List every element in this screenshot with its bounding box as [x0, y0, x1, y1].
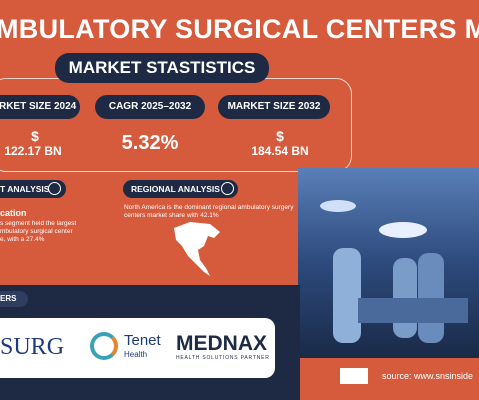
title: MBULATORY SURGICAL CENTERS MARK: [0, 14, 479, 44]
text-line: e, with a 27.4%: [0, 236, 45, 243]
logo: SURG: [0, 334, 65, 360]
logo: Tenet: [124, 332, 161, 349]
stat-value: 5.32%: [121, 132, 179, 154]
stat-label: CAGR 2025–2032: [95, 95, 205, 119]
lamp: [320, 200, 356, 212]
region-text: North America is the dominant regional a…: [124, 204, 294, 219]
table: [358, 298, 468, 323]
brand-logo: [340, 368, 368, 384]
logo-sub: Health: [124, 350, 148, 359]
icon: [221, 182, 234, 195]
section-pill: REGIONAL ANALYSIS: [123, 180, 238, 198]
logo: MEDNAX: [176, 332, 268, 355]
stat-value: 184.54 BN: [251, 144, 309, 158]
logo-icon: [90, 332, 118, 360]
lamp: [379, 222, 427, 238]
section-pill: ERS: [0, 291, 28, 307]
text-line: mbulatory surgical center: [0, 228, 73, 235]
stat-label: ARKET SIZE 2024: [0, 95, 80, 119]
section-pill: MARKET STASTISTICS: [55, 53, 269, 83]
map-shape: [174, 222, 220, 276]
stat-value: 122.17 BN: [4, 144, 62, 158]
map: [174, 222, 220, 276]
photo: [298, 168, 479, 358]
stat-label: MARKET SIZE 2032: [218, 95, 330, 119]
logo-box: [0, 318, 275, 378]
figure: [333, 248, 361, 343]
icon: [48, 182, 61, 195]
photo-bg: [298, 168, 479, 358]
segment-text: s segment held the largest mbulatory sur…: [0, 220, 110, 244]
segment-name: cation: [0, 208, 27, 218]
text-line: s segment held the largest: [0, 220, 77, 227]
stat-currency: $: [31, 128, 39, 144]
source: source: www.snsinside: [382, 371, 474, 381]
logo-sub: HEALTH SOLUTIONS PARTNER: [176, 355, 270, 361]
stat-currency: $: [276, 128, 284, 144]
